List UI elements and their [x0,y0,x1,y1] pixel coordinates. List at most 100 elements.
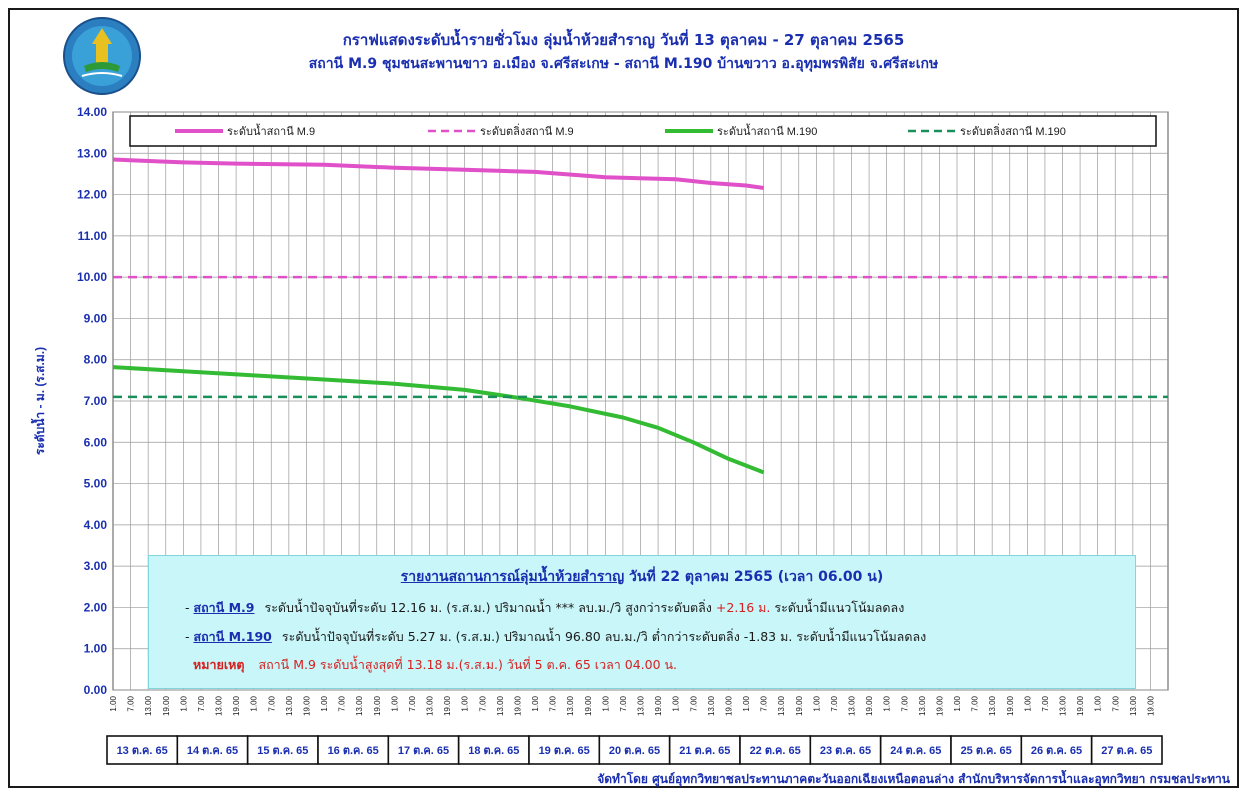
x-tick-label: 7.00 [197,695,206,711]
x-tick-label: 1.00 [672,695,681,711]
y-tick-label: 8.00 [84,353,108,367]
date-box [950,735,1023,765]
y-tick-label: 12.00 [77,188,107,202]
x-tick-label: 13.00 [988,695,997,716]
x-tick-label: 13.00 [566,695,575,716]
x-tick-label: 1.00 [953,695,962,711]
date-box [879,735,952,765]
x-tick-label: 13.00 [1129,695,1138,716]
note-text: สถานี M.9 ระดับน้ำสูงสุดที่ 13.18 ม.(ร.ส… [258,657,678,672]
y-tick-label: 2.00 [84,600,108,614]
x-tick-label: 19.00 [302,695,311,716]
x-tick-label: 7.00 [338,695,347,711]
legend-label: ระดับน้ำสถานี M.9 [227,123,315,138]
report-note: หมายเหตุ สถานี M.9 ระดับน้ำสูงสุดที่ 13.1… [193,655,677,675]
x-tick-label: 7.00 [830,695,839,711]
x-tick-label: 19.00 [232,695,241,716]
x-tick-label: 1.00 [1094,695,1103,711]
date-label: 23 ต.ค. 65 [820,745,871,757]
series-line-1 [112,157,764,190]
x-tick-label: 19.00 [373,695,382,716]
x-tick-label: 13.00 [215,695,224,716]
x-tick-label: 1.00 [812,695,821,711]
bullet-dash: - [185,629,194,644]
date-label: 13 ต.ค. 65 [117,745,168,757]
x-tick-label: 1.00 [390,695,399,711]
x-tick-label: 1.00 [1023,695,1032,711]
legend-label: ระดับตลิ่งสถานี M.190 [960,123,1066,138]
date-label: 27 ต.ค. 65 [1101,745,1152,757]
x-tick-label: 1.00 [250,695,259,711]
x-tick-label: 19.00 [513,695,522,716]
y-tick-label: 11.00 [78,229,108,243]
x-tick-label: 7.00 [760,695,769,711]
x-tick-label: 13.00 [355,695,364,716]
report-title-main: รายงานสถานการณ์ลุ่มน้ำห้วยสำราญ [400,569,625,585]
date-box [106,735,179,765]
x-tick-label: 7.00 [549,695,558,711]
x-tick-label: 19.00 [162,695,171,716]
m9-above-bank: +2.16 ม. [715,600,771,615]
date-box [176,735,249,765]
report-title-date: วันที่ 22 ตุลาคม 2565 (เวลา 06.00 น) [624,569,884,585]
x-tick-label: 7.00 [478,695,487,711]
situation-report-box: รายงานสถานการณ์ลุ่มน้ำห้วยสำราญ วันที่ 2… [148,555,1136,689]
date-box [457,735,530,765]
x-tick-label: 7.00 [900,695,909,711]
m9-trend: ระดับน้ำมีแนวโน้มลดลง [770,600,905,615]
x-tick-label: 13.00 [918,695,927,716]
date-label: 18 ต.ค. 65 [468,745,519,757]
x-tick-label: 1.00 [742,695,751,711]
x-tick-label: 1.00 [179,695,188,711]
date-label: 25 ต.ค. 65 [961,745,1012,757]
station-m190-link[interactable]: สถานี M.190 [193,629,272,644]
y-tick-label: 4.00 [84,518,108,532]
note-label: หมายเหตุ [193,657,245,672]
date-box [528,735,601,765]
x-tick-label: 19.00 [795,695,804,716]
y-axis-label: ระดับน้ำ - ม. (ร.ส.ม.) [30,347,47,455]
date-label: 22 ต.ค. 65 [750,745,801,757]
x-tick-label: 1.00 [320,695,329,711]
date-box [668,735,741,765]
x-tick-label: 19.00 [935,695,944,716]
y-tick-label: 7.00 [84,394,108,408]
x-tick-label: 13.00 [777,695,786,716]
x-tick-label: 1.00 [531,695,540,711]
x-tick-label: 7.00 [408,695,417,711]
date-label: 24 ต.ค. 65 [890,745,941,757]
m9-text: ระดับน้ำปัจจุบันที่ระดับ 12.16 ม. (ร.ส.ม… [264,600,716,615]
x-tick-label: 13.00 [848,695,857,716]
x-tick-label: 13.00 [637,695,646,716]
bullet-dash: - [185,600,194,615]
x-tick-label: 19.00 [654,695,663,716]
x-tick-label: 13.00 [1059,695,1068,716]
m190-text: ระดับน้ำปัจจุบันที่ระดับ 5.27 ม. (ร.ส.ม.… [281,629,927,644]
station-m9-link[interactable]: สถานี M.9 [193,600,255,615]
x-tick-label: 13.00 [707,695,716,716]
x-tick-label: 7.00 [689,695,698,711]
series-line-3 [112,365,765,475]
x-tick-label: 7.00 [267,695,276,711]
report-line-m190: - สถานี M.190 ระดับน้ำปัจจุบันที่ระดับ 5.… [185,627,926,647]
x-tick-label: 1.00 [109,695,118,711]
y-tick-label: 10.00 [77,270,107,284]
legend-label: ระดับน้ำสถานี M.190 [717,123,817,138]
y-tick-label: 0.00 [84,683,108,697]
x-tick-label: 1.00 [883,695,892,711]
date-label: 21 ต.ค. 65 [679,745,730,757]
x-tick-label: 1.00 [461,695,470,711]
y-tick-label: 1.00 [84,642,108,656]
x-tick-label: 7.00 [971,695,980,711]
x-tick-label: 19.00 [724,695,733,716]
x-tick-label: 1.00 [601,695,610,711]
y-tick-label: 9.00 [84,311,108,325]
x-tick-label: 13.00 [144,695,153,716]
date-label: 15 ต.ค. 65 [257,745,308,757]
x-tick-label: 19.00 [1146,695,1155,716]
x-tick-label: 7.00 [1041,695,1050,711]
y-tick-label: 13.00 [77,146,107,160]
x-tick-label: 7.00 [619,695,628,711]
chart-title: กราฟแสดงระดับน้ำรายชั่วโมง ลุ่มน้ำห้วยสำ… [342,31,905,49]
date-box [739,735,812,765]
